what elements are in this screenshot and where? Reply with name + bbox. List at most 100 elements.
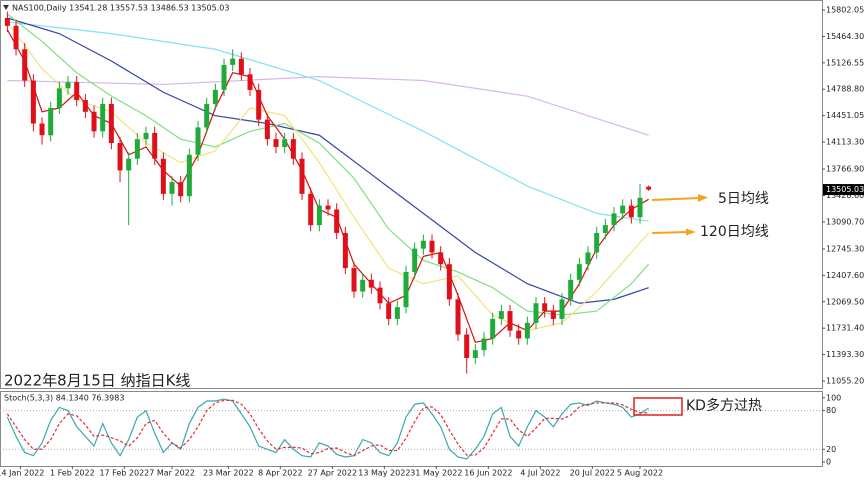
x-tick-label: 5 Aug 2022 (617, 469, 663, 478)
candle-body (481, 338, 487, 351)
candle-body (585, 252, 591, 265)
candle-body (550, 311, 556, 319)
x-tick-label: 23 Mar 2022 (203, 469, 254, 478)
candle-body (178, 182, 184, 197)
candle-body (559, 299, 565, 319)
candle-body (4, 18, 10, 26)
candle-body (377, 287, 383, 304)
candle-body (238, 58, 244, 75)
candle-body (334, 209, 340, 233)
candle-body (308, 193, 314, 226)
candle-body (108, 103, 114, 144)
candle-body (464, 334, 470, 358)
candle-body (446, 264, 452, 300)
y-tick-label: 11393.30 (826, 350, 864, 359)
arrowhead (686, 228, 696, 236)
line-series (6, 398, 650, 460)
candle-body (186, 154, 192, 197)
y-tick-label: 12407.60 (826, 271, 864, 280)
candle-body (169, 182, 175, 194)
candle-body (195, 127, 201, 155)
candle-body (420, 240, 426, 249)
candle-body (646, 186, 652, 190)
arrow (651, 197, 701, 201)
candle-body (637, 197, 643, 218)
annotation: 2022年8月15日 纳指日K线 (4, 372, 190, 390)
candle-body (22, 49, 28, 81)
chart-title: NAS100,Daily 13541.28 13557.53 13486.53 … (12, 4, 229, 13)
candle-body (611, 213, 617, 226)
candle-body (438, 252, 444, 265)
candle-body (368, 279, 374, 288)
candle-body (576, 264, 582, 280)
candle-body (429, 240, 435, 253)
y-tick-label: 11055.20 (826, 377, 864, 386)
x-tick-label: 17 Feb 2022 (99, 469, 149, 478)
candle-body (594, 232, 600, 253)
candle-body (91, 111, 97, 132)
candle-body (316, 205, 322, 226)
y-tick-label: 15802.05 (826, 6, 864, 15)
candle-body (472, 350, 478, 358)
x-tick-label: 16 Jun 2022 (464, 469, 512, 478)
candle-body (524, 322, 530, 339)
candle-body (230, 58, 236, 65)
annotation: 120日均线 (700, 224, 769, 240)
x-tick-label: 27 Apr 2022 (308, 469, 357, 478)
candle-body (30, 80, 36, 124)
x-tick-label: 7 Mar 2022 (149, 469, 195, 478)
candle-body (39, 123, 45, 136)
candle-body (533, 303, 539, 323)
y-tick-label: 20 (826, 445, 836, 454)
y-tick-label: 13428.60 (826, 191, 864, 200)
main-panel (0, 0, 823, 389)
candle-body (82, 100, 88, 112)
candle-body (134, 139, 140, 159)
candle-body (264, 119, 270, 140)
candle-body (351, 268, 357, 292)
y-tick-label: 0 (826, 458, 831, 467)
y-tick-label: 14113.30 (826, 138, 864, 147)
annotation: 5日均线 (718, 191, 769, 207)
line-series (6, 399, 649, 457)
candle-body (212, 89, 218, 104)
x-tick-label: 4 Jul 2022 (520, 469, 560, 478)
main-plot (4, 11, 652, 374)
candle-body (204, 103, 210, 128)
candle-body (143, 132, 149, 140)
candle-body (290, 139, 296, 159)
x-tick-label: 31 May 2022 (410, 469, 462, 478)
candle-body (299, 158, 305, 194)
candle-body (412, 248, 418, 273)
candle-body (394, 307, 400, 319)
y-tick-label: 13090.70 (826, 217, 864, 226)
arrows (651, 194, 708, 236)
x-tick-label: 14 Jan 2022 (0, 469, 44, 478)
y-tick-label: 14451.05 (826, 111, 864, 120)
line-series (6, 21, 650, 332)
y-tick-label: 14788.80 (826, 85, 864, 94)
candle-body (498, 311, 504, 319)
candle-body (325, 205, 331, 210)
y-tick-label: 100 (826, 393, 841, 402)
candle-body (256, 89, 262, 120)
candle-body (273, 139, 279, 147)
arrow (651, 231, 689, 234)
line-series (7, 76, 649, 136)
candle-body (602, 225, 608, 233)
candle-body (516, 330, 522, 339)
candle-body (490, 318, 496, 339)
annotation: KD多方过热 (686, 397, 762, 414)
y-tick-label: 13766.90 (826, 165, 864, 174)
candle-body (455, 299, 461, 335)
x-tick-label: 20 Jul 2022 (570, 469, 615, 478)
candle-body (117, 143, 123, 171)
candle-body (48, 107, 54, 136)
candle-body (628, 205, 634, 218)
x-tick-label: 8 Apr 2022 (258, 469, 302, 478)
candle-body (507, 311, 513, 331)
candle-body (360, 279, 366, 292)
arrowhead (698, 194, 708, 202)
candle-body (126, 158, 132, 171)
